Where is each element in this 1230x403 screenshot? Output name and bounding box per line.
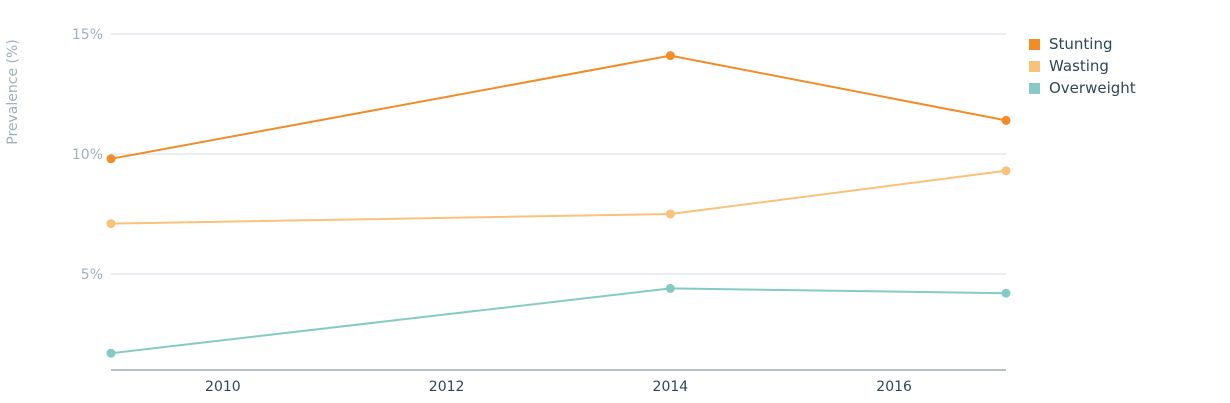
- data-point-stunting: [1001, 115, 1011, 125]
- x-tick-label: 2014: [653, 379, 689, 395]
- data-point-stunting: [665, 51, 675, 61]
- data-point-overweight: [106, 348, 116, 358]
- data-point-wasting: [1001, 166, 1011, 176]
- legend-swatch-stunting: [1029, 38, 1040, 50]
- legend-swatch-overweight: [1029, 82, 1040, 94]
- series-line-stunting: [110, 54, 1007, 160]
- y-axis-label: Prevalence (%): [5, 39, 21, 145]
- series-line-overweight: [110, 287, 1007, 355]
- data-point-wasting: [106, 219, 116, 229]
- legend-label-stunting: Stunting: [1049, 35, 1113, 53]
- legend-item-overweight[interactable]: Overweight: [1029, 77, 1136, 99]
- legend-swatch-wasting: [1029, 60, 1040, 72]
- data-point-overweight: [665, 283, 675, 293]
- x-tick-label: 2012: [429, 379, 465, 395]
- x-tick-label: 2016: [876, 379, 912, 395]
- data-point-wasting: [665, 209, 675, 219]
- y-tick-label: 10%: [72, 147, 103, 163]
- legend-item-wasting[interactable]: Wasting: [1029, 55, 1136, 77]
- data-point-overweight: [1001, 288, 1011, 298]
- y-tick-label: 15%: [72, 27, 103, 43]
- legend-label-overweight: Overweight: [1049, 79, 1136, 97]
- y-tick-label: 5%: [81, 267, 103, 283]
- x-tick-label: 2010: [205, 379, 241, 395]
- legend: Stunting Wasting Overweight: [1029, 33, 1136, 99]
- series-line-wasting: [110, 169, 1007, 225]
- legend-label-wasting: Wasting: [1049, 57, 1109, 75]
- data-point-stunting: [106, 154, 116, 164]
- legend-item-stunting[interactable]: Stunting: [1029, 33, 1136, 55]
